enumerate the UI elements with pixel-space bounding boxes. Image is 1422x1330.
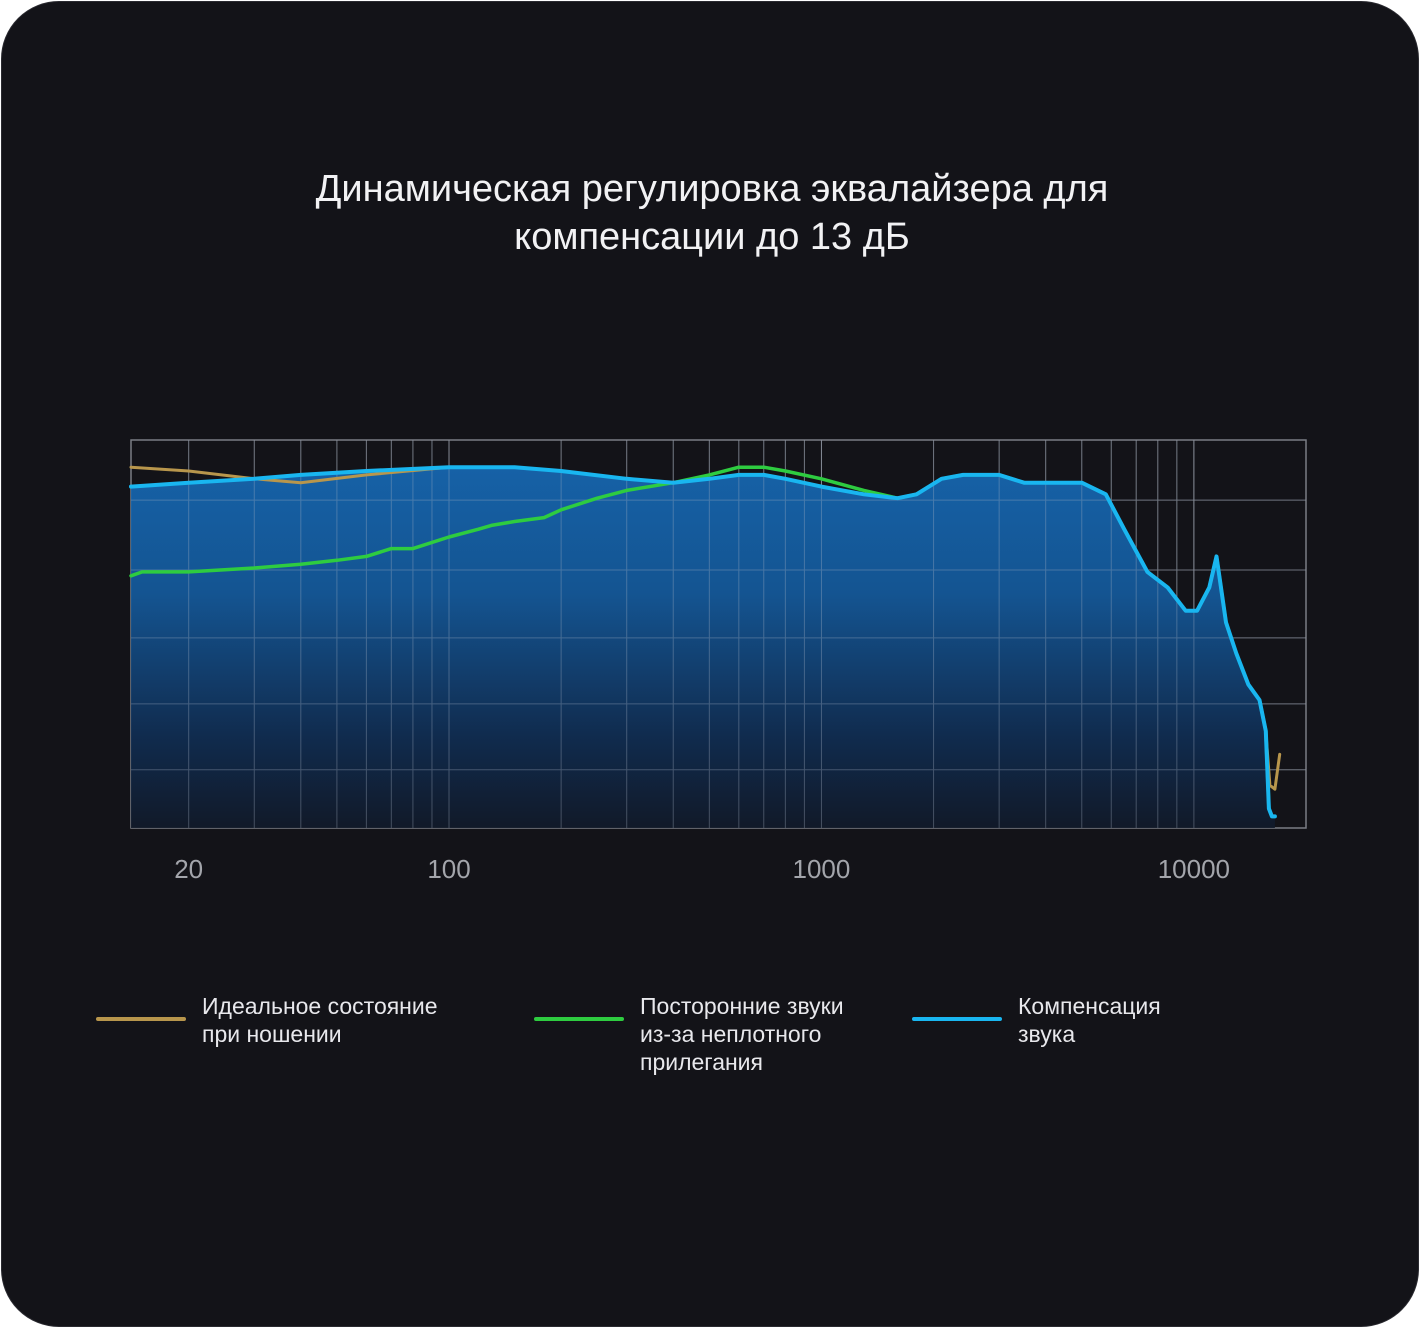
chart-title-line-1: Динамическая регулировка эквалайзера для (315, 168, 1109, 210)
legend-label-line: прилегания (640, 1049, 763, 1075)
legend-label-line: из-за неплотного (640, 1021, 822, 1047)
legend-label-line: звука (1018, 1021, 1076, 1047)
legend-swatch-ideal (96, 1017, 186, 1021)
chart-title: Динамическая регулировка эквалайзера для… (2, 165, 1418, 261)
legend-label-compensation: Компенсация звука (1018, 992, 1161, 1048)
legend-label-line: Посторонние звуки (640, 993, 844, 1019)
compensation-area (131, 440, 1306, 828)
chart-series (129, 465, 1282, 819)
compensation-fill (131, 467, 1275, 828)
legend-label-line: Идеальное состояние (202, 993, 438, 1019)
legend-label-line: при ношении (202, 1021, 342, 1047)
legend-label-leak: Посторонние звуки из-за неплотного приле… (640, 992, 844, 1076)
x-tick-label: 100 (427, 854, 470, 884)
legend-swatch-compensation (912, 1017, 1002, 1021)
x-tick-label: 1000 (793, 854, 851, 884)
chart-title-line-2: компенсации до 13 дБ (514, 216, 910, 258)
x-axis-tick-labels: 20 100 1000 10000 (174, 854, 1230, 884)
legend-label-line: Компенсация (1018, 993, 1161, 1019)
x-tick-label: 10000 (1158, 854, 1230, 884)
legend-label-ideal: Идеальное состояние при ношении (202, 992, 438, 1048)
series-line-compensation (129, 465, 1277, 819)
legend-swatch-leak (534, 1017, 624, 1021)
grid-overlay (131, 440, 1306, 828)
x-tick-label: 20 (174, 854, 203, 884)
